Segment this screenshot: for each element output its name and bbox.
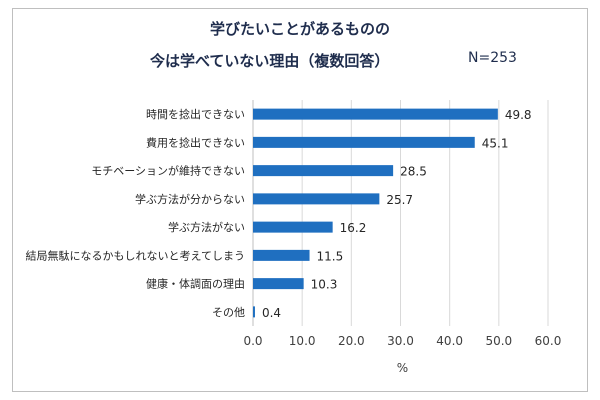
x-tick-label: 40.0 <box>436 334 463 348</box>
category-label: その他 <box>212 306 245 319</box>
data-label: 11.5 <box>317 249 344 263</box>
data-label: 49.8 <box>505 108 532 122</box>
x-axis-label: % <box>397 361 408 375</box>
category-label: 時間を捻出できない <box>146 107 245 121</box>
category-label: 学ぶ方法が分からない <box>135 192 245 206</box>
category-label: 結局無駄になるかもしれないと考えてしまう <box>26 248 245 262</box>
data-label: 28.5 <box>400 165 427 179</box>
x-tick-label: 10.0 <box>289 334 316 348</box>
data-label: 25.7 <box>386 193 413 207</box>
category-label: 学ぶ方法がない <box>168 220 245 234</box>
x-tick-label: 0.0 <box>243 334 262 348</box>
x-tick-label: 30.0 <box>387 334 414 348</box>
category-label: 費用を捻出できない <box>146 135 245 149</box>
data-label: 16.2 <box>340 221 367 235</box>
x-tick-label: 50.0 <box>485 334 512 348</box>
bar <box>253 221 333 233</box>
data-label: 45.1 <box>482 136 509 150</box>
category-label: モチベーションが維持できない <box>91 164 245 178</box>
chart-title-line2: 今は学べていない理由（複数回答） <box>150 52 390 70</box>
bar <box>253 306 255 318</box>
data-label: 10.3 <box>311 278 338 292</box>
sample-size-label: N=253 <box>468 50 517 66</box>
x-tick-label: 60.0 <box>535 334 562 348</box>
bar <box>253 193 380 205</box>
bar <box>253 249 310 261</box>
data-label: 0.4 <box>262 306 281 320</box>
bar <box>253 108 498 120</box>
bar <box>253 278 304 290</box>
bar <box>253 165 394 177</box>
x-tick-label: 20.0 <box>338 334 365 348</box>
bar <box>253 136 475 148</box>
category-label: 健康・体調面の理由 <box>146 277 245 291</box>
chart-title-line1: 学びたいことがあるものの <box>209 20 390 38</box>
